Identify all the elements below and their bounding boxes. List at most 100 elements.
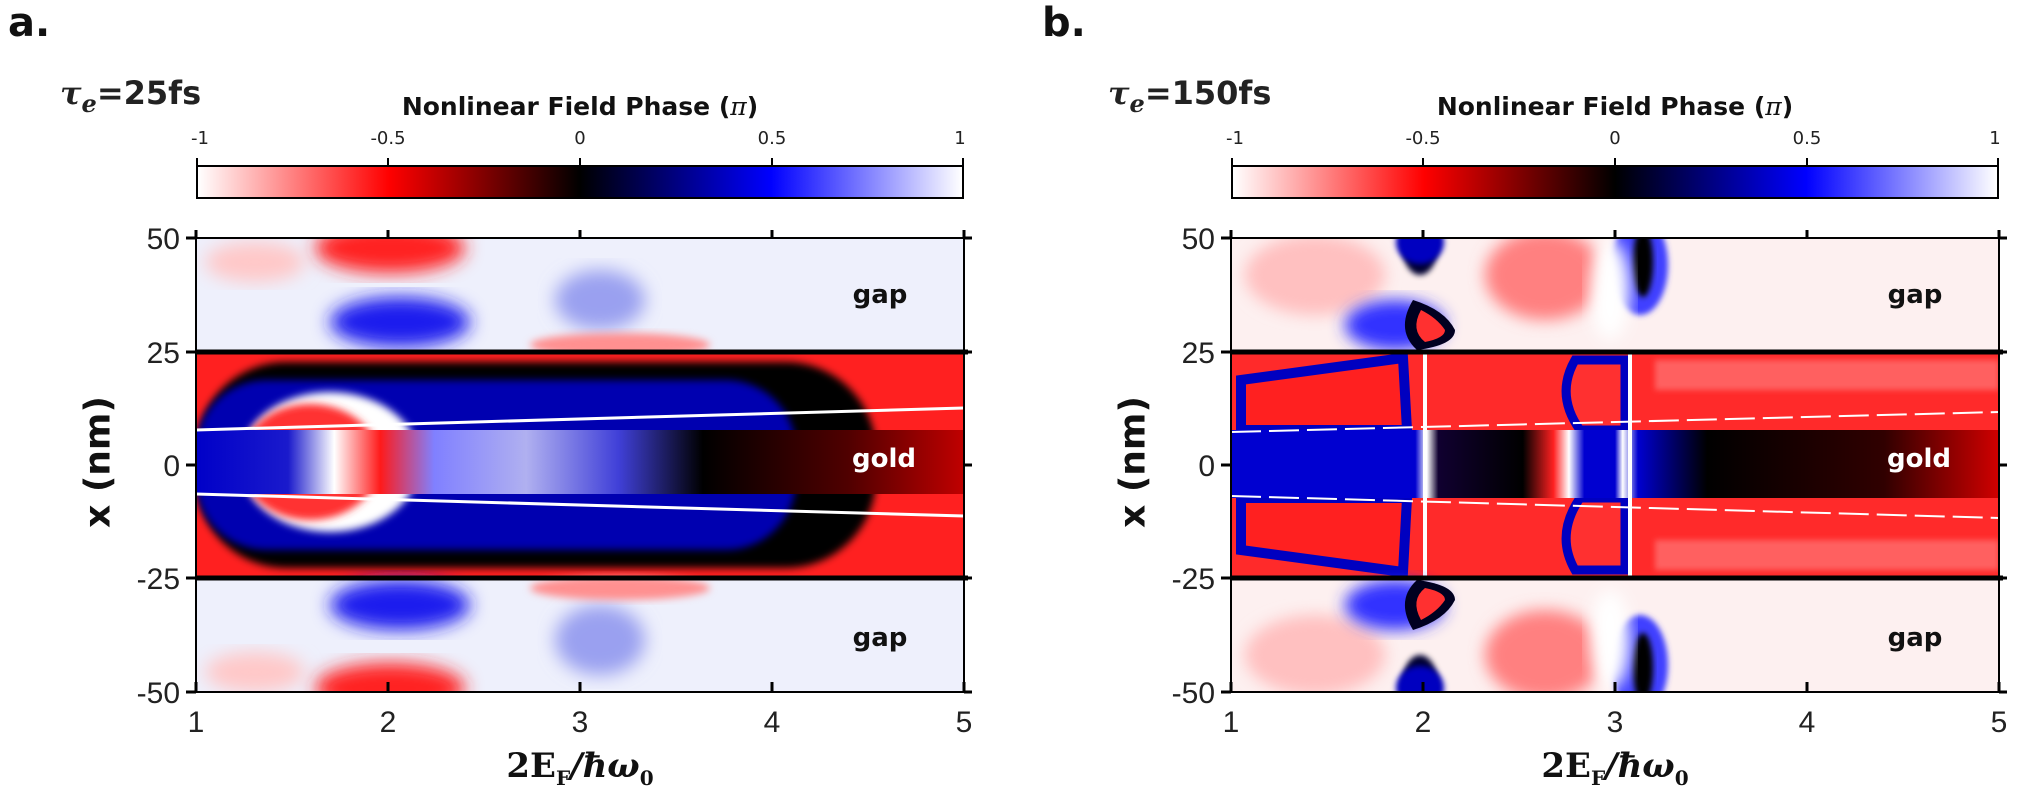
x-axis-label-sub: F (1590, 765, 1606, 790)
colorbar-title: Nonlinear Field Phase (π) (401, 92, 759, 121)
y-tick-label: -25 (1172, 563, 1215, 596)
heatmap-feature (1416, 310, 1445, 342)
x-ticks (194, 230, 966, 692)
heatmap-feature (1245, 238, 1385, 315)
y-tick-label: 0 (1198, 450, 1215, 483)
tau-symbol: τ (1108, 74, 1130, 112)
colorbar-tick-label: 0.5 (757, 128, 787, 149)
y-tick-label: -50 (1172, 677, 1215, 710)
heatmap-contour (1231, 411, 1999, 433)
x-tick-label: 3 (572, 706, 589, 739)
heatmap-feature (530, 576, 710, 600)
colorbar-tick-label: 0 (574, 128, 586, 149)
colorbar-title: Nonlinear Field Phase (π) (1436, 92, 1794, 121)
region-label-gap-bottom: gap (852, 623, 908, 653)
x-tick-label: 4 (764, 706, 781, 739)
region-label-gap-top: gap (852, 280, 908, 310)
x-tick-label: 5 (1991, 706, 2008, 739)
heatmap-feature (1245, 615, 1385, 692)
y-axis-label: x (nm) (1112, 396, 1154, 528)
colorbar-tick (579, 158, 581, 167)
tau-label: τe=150fs (1108, 74, 1271, 118)
heatmap-gold-core (196, 430, 964, 494)
heatmap-feature (1416, 588, 1445, 620)
colorbar-tick (1614, 158, 1616, 167)
colorbar-tick-label: 0 (1609, 128, 1621, 149)
y-axis-label: x (nm) (77, 396, 119, 528)
y-tick-label: -25 (137, 563, 180, 596)
heatmap-feature (205, 652, 305, 692)
colorbar-tick-label: -0.5 (370, 128, 406, 149)
tau-subscript: e (81, 89, 97, 118)
colorbar-tick (387, 158, 389, 167)
heatmap-feature (1485, 238, 1605, 320)
colorbar-tick (962, 158, 964, 167)
x-tick-label: 4 (1799, 706, 1816, 739)
y-ticks (1221, 236, 2007, 694)
heatmap-feature (555, 605, 645, 675)
x-tick-label: 1 (1223, 706, 1240, 739)
tau-symbol: τ (60, 74, 82, 112)
heatmap-contour (1231, 495, 1999, 519)
heatmap-feature (205, 242, 305, 282)
colorbar-unit: π (730, 92, 747, 121)
colorbar-tick-label: -1 (1226, 128, 1244, 149)
heatmap-feature (1590, 590, 1630, 690)
heatmap-feature (315, 663, 465, 692)
colorbar-tick-label: 0.5 (1792, 128, 1822, 149)
y-tick-label: 50 (1182, 223, 1215, 256)
heatmap-feature (1396, 666, 1444, 692)
x-axis-label-rest: /ħω (1605, 746, 1675, 786)
region-label-gap-top: gap (1887, 280, 1943, 310)
colorbar-tick (771, 158, 773, 167)
region-label-gap-bottom: gap (1887, 623, 1943, 653)
x-tick-label: 3 (1607, 706, 1624, 739)
heatmap-feature (1590, 240, 1630, 340)
x-axis-label-rest: /ħω (570, 746, 640, 786)
region-label-gold: gold (852, 444, 916, 474)
x-tick-label: 2 (1415, 706, 1432, 739)
heatmap-plot: 1 2 3 4 5 50 25 0 -25 -50 (1172, 223, 2008, 739)
colorbar-tick (196, 158, 198, 167)
colorbar-title-text: Nonlinear Field Phase (1436, 92, 1746, 121)
x-axis-label: 2EF/ħω0 (1231, 746, 1999, 790)
heatmap-feature (1485, 610, 1605, 692)
tau-value: =25fs (96, 74, 202, 112)
colorbar-tick-label: -0.5 (1405, 128, 1441, 149)
x-tick-label: 1 (188, 706, 205, 739)
x-axis-label-sub2: 0 (1674, 765, 1689, 790)
colorbar-unit: π (1765, 92, 1782, 121)
colorbar-tick-label: 1 (954, 128, 966, 149)
x-axis-label-main: 2E (506, 746, 556, 786)
x-axis-label-sub2: 0 (639, 765, 654, 790)
heatmap-feature (315, 238, 465, 273)
heatmap-feature (330, 297, 470, 347)
heatmap-gold-core (1231, 430, 1999, 498)
heatmap-feature (330, 580, 470, 630)
colorbar-tick-label: 1 (1989, 128, 2001, 149)
heatmap-feature (555, 270, 645, 330)
heatmap-feature (1561, 355, 1630, 435)
colorbar-title-text: Nonlinear Field Phase (401, 92, 711, 121)
panel-letter: a. (8, 0, 51, 46)
colorbar-tick (1806, 158, 1808, 167)
x-axis-label-main: 2E (1541, 746, 1591, 786)
panel-a: a. τe=25fs Nonlinear Field Phase (π) -1 … (0, 0, 1008, 793)
tau-label: τe=25fs (60, 74, 201, 118)
region-label-gold: gold (1887, 444, 1951, 474)
tau-subscript: e (1129, 89, 1145, 118)
colorbar-tick (1422, 158, 1424, 167)
panel-letter: b. (1042, 0, 1086, 46)
y-ticks (186, 236, 972, 694)
y-tick-label: 25 (1182, 337, 1215, 370)
heatmap-feature (1561, 493, 1630, 575)
colorbar-tick (1231, 158, 1233, 167)
x-axis-label-sub: F (555, 765, 571, 790)
heatmap-contour (196, 492, 964, 518)
heatmap-feature (1633, 633, 1653, 692)
x-axis-label: 2EF/ħω0 (196, 746, 964, 790)
y-tick-label: 50 (147, 223, 180, 256)
colorbar-tick (1997, 158, 1999, 167)
y-tick-label: 25 (147, 337, 180, 370)
heatmap-feature (1655, 360, 1999, 390)
